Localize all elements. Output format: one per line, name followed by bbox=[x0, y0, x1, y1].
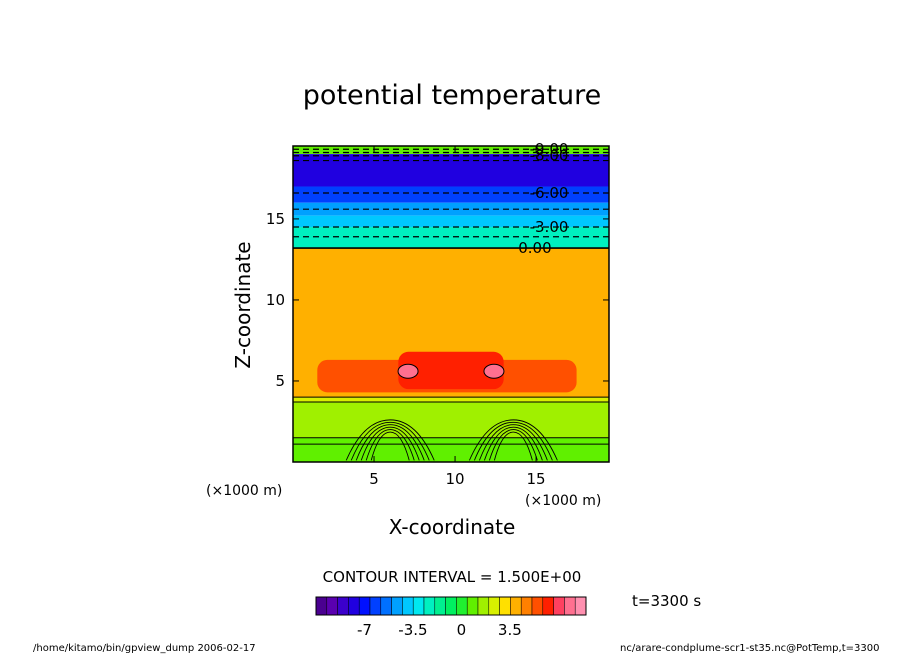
colorbar-ticks: -7 -3.5 0 3.5 bbox=[357, 621, 522, 639]
contour-line bbox=[350, 421, 430, 461]
colorbar-cell bbox=[369, 596, 382, 616]
contour-line bbox=[360, 426, 420, 461]
colorbar-cell bbox=[412, 596, 425, 616]
field-layer bbox=[293, 402, 609, 438]
colorbar-tick-label: -3.5 bbox=[398, 621, 427, 639]
field-layer bbox=[293, 186, 609, 203]
y-axis-unit: (×1000 m) bbox=[206, 483, 282, 499]
colorbar-cell bbox=[348, 596, 360, 616]
contour-label: -3.00 bbox=[530, 218, 569, 236]
colorbar-cell bbox=[315, 596, 328, 616]
field-layer bbox=[293, 154, 609, 187]
x-tick-label: 5 bbox=[369, 470, 379, 488]
colorbar-cell bbox=[391, 596, 403, 616]
colorbar-cell bbox=[337, 596, 349, 616]
field-layer bbox=[293, 437, 609, 462]
field-layer bbox=[293, 146, 609, 155]
contour-line bbox=[478, 424, 548, 461]
warm-region bbox=[398, 351, 504, 390]
footer-left: /home/kitamo/bin/gpview_dump 2006-02-17 bbox=[33, 643, 256, 654]
colorbar-cell bbox=[488, 596, 500, 616]
colorbar-cell bbox=[326, 596, 338, 616]
colorbar-cell bbox=[542, 596, 554, 616]
y-tick-label: 5 bbox=[275, 372, 285, 390]
colorbar-cell bbox=[499, 596, 511, 616]
contour-line bbox=[345, 419, 435, 461]
colorbar bbox=[315, 596, 587, 616]
contour-line bbox=[468, 419, 558, 461]
y-axis-label: Z-coordinate bbox=[231, 241, 255, 368]
y-tick-label: 15 bbox=[266, 210, 285, 228]
contour-line bbox=[483, 426, 543, 461]
plot-frame bbox=[292, 145, 610, 463]
field-layer bbox=[293, 227, 609, 249]
colorbar-cell bbox=[466, 596, 479, 616]
contour-line bbox=[493, 431, 533, 461]
x-axis-unit: (×1000 m) bbox=[525, 493, 601, 509]
colorbar-cell bbox=[477, 596, 490, 616]
colorbar-cell bbox=[434, 596, 446, 616]
colorbar-cell bbox=[423, 596, 436, 616]
field-layer bbox=[293, 397, 609, 403]
hot-spot bbox=[397, 363, 419, 379]
x-axis-label: X-coordinate bbox=[389, 515, 516, 539]
colorbar-frame bbox=[315, 596, 587, 616]
contour-line bbox=[355, 424, 425, 461]
contour-line bbox=[473, 421, 553, 461]
colorbar-cell bbox=[553, 596, 565, 616]
contour-interval-text: CONTOUR INTERVAL = 1.500E+00 bbox=[323, 568, 582, 586]
colorbar-cell bbox=[510, 596, 522, 616]
y-tick-label: 10 bbox=[266, 291, 285, 309]
colorbar-cell bbox=[520, 596, 533, 616]
contour-label: 0.00 bbox=[518, 239, 551, 257]
time-label: t=3300 s bbox=[632, 592, 701, 610]
colorbar-cell bbox=[564, 596, 576, 616]
contour-label: -6.00 bbox=[530, 184, 569, 202]
contour-label: -9.00 bbox=[530, 140, 569, 158]
footer-right: nc/arare-condplume-scr1-st35.nc@PotTemp,… bbox=[620, 643, 879, 654]
colorbar-tick-label: 0 bbox=[457, 621, 467, 639]
colorbar-cell bbox=[574, 596, 587, 616]
x-tick-label: 10 bbox=[446, 470, 465, 488]
colorbar-cell bbox=[456, 596, 468, 616]
colorbar-cell bbox=[358, 596, 371, 616]
contour-label: -8.00 bbox=[530, 147, 569, 165]
colorbar-tick-label: -7 bbox=[357, 621, 372, 639]
x-tick-label: 15 bbox=[527, 470, 546, 488]
contour-line bbox=[365, 429, 415, 461]
colorbar-cell bbox=[531, 596, 544, 616]
hot-spot bbox=[483, 363, 505, 379]
contour-line bbox=[488, 429, 538, 461]
field-layer bbox=[293, 202, 609, 216]
contour-lines bbox=[293, 148, 609, 461]
chart-title: potential temperature bbox=[303, 80, 601, 111]
colorbar-tick-label: 3.5 bbox=[498, 621, 522, 639]
axis-ticks: 5 10 15 5 10 15 bbox=[266, 146, 609, 488]
colorbar-cell bbox=[380, 596, 392, 616]
contour-label-layer: -9.00-8.00 -6.00 -3.00 0.00 bbox=[518, 140, 568, 257]
colorbar-cell bbox=[402, 596, 414, 616]
contour-line bbox=[370, 431, 410, 461]
field-layer bbox=[293, 215, 609, 228]
plot-area bbox=[293, 146, 609, 462]
colorbar-cell bbox=[445, 596, 457, 616]
